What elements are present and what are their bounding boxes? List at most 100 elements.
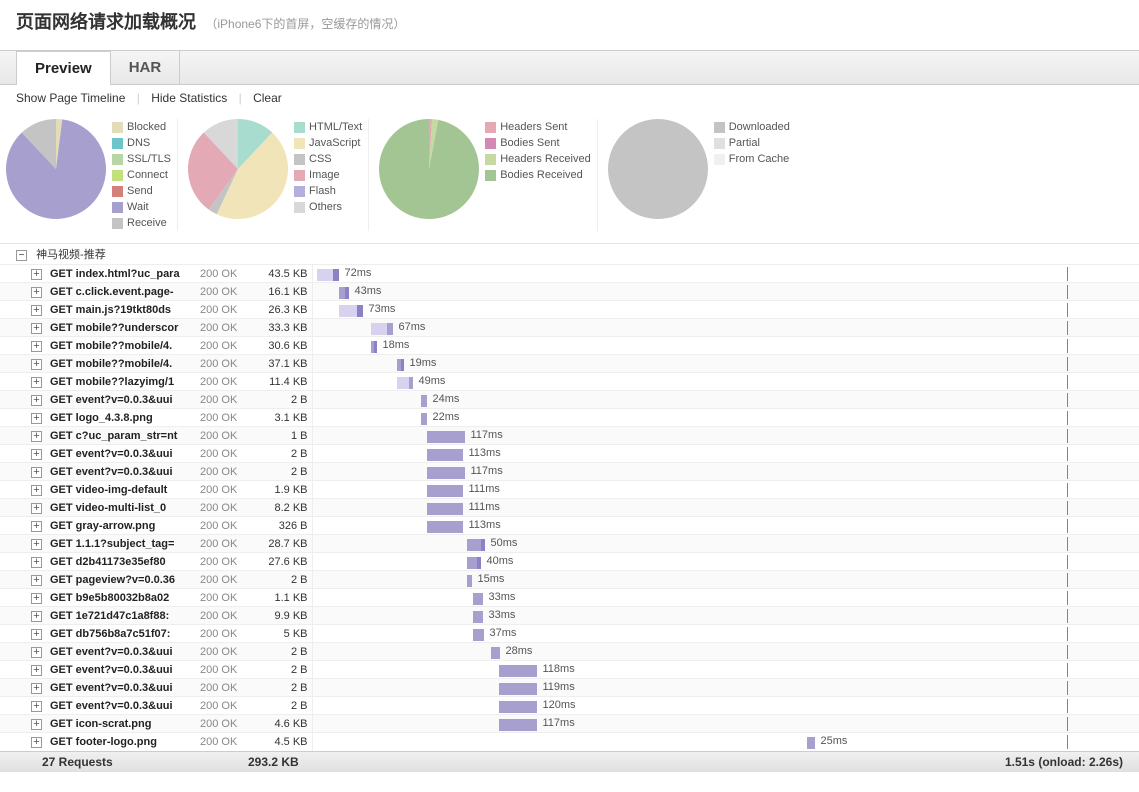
timeline-bar: [427, 431, 465, 443]
timeline-duration: 49ms: [419, 375, 446, 387]
onload-marker: [1067, 285, 1068, 299]
table-row[interactable]: +GET c?uc_param_str=nt200 OK1 B117ms: [0, 427, 1139, 445]
table-row[interactable]: +GET db756b8a7c51f07:200 OK5 KB37ms: [0, 625, 1139, 643]
request-size: 3.1 KB: [254, 409, 312, 427]
legend-item: Bodies Sent: [485, 135, 591, 151]
table-row[interactable]: +GET video-img-default200 OK1.9 KB111ms: [0, 481, 1139, 499]
expand-icon[interactable]: +: [31, 377, 42, 388]
table-row[interactable]: +GET mobile??mobile/4.200 OK30.6 KB18ms: [0, 337, 1139, 355]
tab-bar: Preview HAR: [0, 50, 1139, 85]
table-row[interactable]: +GET 1.1.1?subject_tag=200 OK28.7 KB50ms: [0, 535, 1139, 553]
expand-icon[interactable]: +: [31, 323, 42, 334]
expand-icon[interactable]: +: [31, 719, 42, 730]
table-row[interactable]: +GET event?v=0.0.3&uui200 OK2 B113ms: [0, 445, 1139, 463]
onload-marker: [1067, 267, 1068, 281]
timeline-duration: 22ms: [433, 411, 460, 423]
expand-icon[interactable]: +: [31, 503, 42, 514]
chart-cache: DownloadedPartialFrom Cache: [597, 119, 790, 231]
expand-icon[interactable]: +: [31, 521, 42, 532]
expand-icon[interactable]: +: [31, 449, 42, 460]
legend-swatch: [485, 170, 496, 181]
expand-icon[interactable]: +: [31, 647, 42, 658]
request-name: GET mobile??mobile/4.: [46, 337, 196, 355]
expand-icon[interactable]: +: [31, 431, 42, 442]
table-row[interactable]: +GET video-multi-list_0200 OK8.2 KB111ms: [0, 499, 1139, 517]
table-row[interactable]: +GET event?v=0.0.3&uui200 OK2 B120ms: [0, 697, 1139, 715]
request-size: 11.4 KB: [254, 373, 312, 391]
table-row[interactable]: +GET c.click.event.page-200 OK16.1 KB43m…: [0, 283, 1139, 301]
table-row[interactable]: +GET pageview?v=0.0.36200 OK2 B15ms: [0, 571, 1139, 589]
legend-item: SSL/TLS: [112, 151, 171, 167]
legend-label: HTML/Text: [309, 119, 362, 135]
table-row[interactable]: +GET 1e721d47c1a8f88:200 OK9.9 KB33ms: [0, 607, 1139, 625]
table-row[interactable]: +GET event?v=0.0.3&uui200 OK2 B118ms: [0, 661, 1139, 679]
group-header[interactable]: − 神马视频-推荐: [0, 243, 1139, 264]
expand-icon[interactable]: +: [31, 485, 42, 496]
legend-item: Others: [294, 199, 362, 215]
table-row[interactable]: +GET event?v=0.0.3&uui200 OK2 B119ms: [0, 679, 1139, 697]
tab-har[interactable]: HAR: [111, 51, 181, 84]
request-name: GET d2b41173e35ef80: [46, 553, 196, 571]
hide-stats-link[interactable]: Hide Statistics: [151, 91, 227, 105]
expand-icon[interactable]: +: [31, 305, 42, 316]
request-size: 16.1 KB: [254, 283, 312, 301]
expand-icon[interactable]: +: [31, 467, 42, 478]
timeline-duration: 113ms: [469, 519, 501, 531]
expand-icon[interactable]: +: [31, 287, 42, 298]
timeline-duration: 118ms: [543, 663, 575, 675]
expand-icon[interactable]: +: [31, 557, 42, 568]
expand-icon[interactable]: +: [31, 629, 42, 640]
request-size: 326 B: [254, 517, 312, 535]
expand-icon[interactable]: +: [31, 359, 42, 370]
tab-preview[interactable]: Preview: [16, 51, 111, 85]
table-row[interactable]: +GET b9e5b80032b8a02200 OK1.1 KB33ms: [0, 589, 1139, 607]
expand-icon[interactable]: +: [31, 683, 42, 694]
legend-swatch: [112, 138, 123, 149]
expand-icon[interactable]: +: [31, 701, 42, 712]
table-row[interactable]: +GET main.js?19tkt80ds200 OK26.3 KB73ms: [0, 301, 1139, 319]
onload-marker: [1067, 645, 1068, 659]
legend: Headers SentBodies SentHeaders ReceivedB…: [485, 119, 591, 183]
expand-icon[interactable]: +: [31, 269, 42, 280]
table-row[interactable]: +GET d2b41173e35ef80200 OK27.6 KB40ms: [0, 553, 1139, 571]
expand-icon[interactable]: +: [31, 413, 42, 424]
request-name: GET icon-scrat.png: [46, 715, 196, 733]
timeline-bar: [477, 557, 481, 569]
expand-icon[interactable]: +: [31, 575, 42, 586]
timeline-bar: [427, 467, 465, 479]
table-row[interactable]: +GET logo_4.3.8.png200 OK3.1 KB22ms: [0, 409, 1139, 427]
show-timeline-link[interactable]: Show Page Timeline: [16, 91, 125, 105]
expand-icon[interactable]: +: [31, 341, 42, 352]
legend-swatch: [714, 122, 725, 133]
collapse-icon[interactable]: −: [16, 250, 27, 261]
table-row[interactable]: +GET mobile??underscor200 OK33.3 KB67ms: [0, 319, 1139, 337]
request-status: 200 OK: [196, 661, 254, 679]
expand-icon[interactable]: +: [31, 539, 42, 550]
table-row[interactable]: +GET icon-scrat.png200 OK4.6 KB117ms: [0, 715, 1139, 733]
clear-link[interactable]: Clear: [253, 91, 282, 105]
table-row[interactable]: +GET event?v=0.0.3&uui200 OK2 B28ms: [0, 643, 1139, 661]
timeline-bar: [421, 413, 427, 425]
expand-icon[interactable]: +: [31, 737, 42, 748]
table-row[interactable]: +GET mobile??lazyimg/1200 OK11.4 KB49ms: [0, 373, 1139, 391]
expand-icon[interactable]: +: [31, 665, 42, 676]
table-row[interactable]: +GET footer-logo.png200 OK4.5 KB25ms: [0, 733, 1139, 751]
table-row[interactable]: +GET event?v=0.0.3&uui200 OK2 B117ms: [0, 463, 1139, 481]
table-row[interactable]: +GET mobile??mobile/4.200 OK37.1 KB19ms: [0, 355, 1139, 373]
timeline-bar: [499, 665, 537, 677]
expand-icon[interactable]: +: [31, 395, 42, 406]
request-status: 200 OK: [196, 301, 254, 319]
legend-label: Wait: [127, 199, 149, 215]
timeline-cell: 43ms: [312, 283, 1139, 301]
request-status: 200 OK: [196, 499, 254, 517]
expand-icon[interactable]: +: [31, 593, 42, 604]
pie-chart: [188, 119, 288, 219]
request-name: GET event?v=0.0.3&uui: [46, 643, 196, 661]
table-row[interactable]: +GET event?v=0.0.3&uui200 OK2 B24ms: [0, 391, 1139, 409]
table-row[interactable]: +GET gray-arrow.png200 OK326 B113ms: [0, 517, 1139, 535]
table-row[interactable]: +GET index.html?uc_para200 OK43.5 KB72ms: [0, 265, 1139, 283]
expand-icon[interactable]: +: [31, 611, 42, 622]
timeline-bar: [427, 503, 463, 515]
request-status: 200 OK: [196, 265, 254, 283]
legend-label: SSL/TLS: [127, 151, 171, 167]
